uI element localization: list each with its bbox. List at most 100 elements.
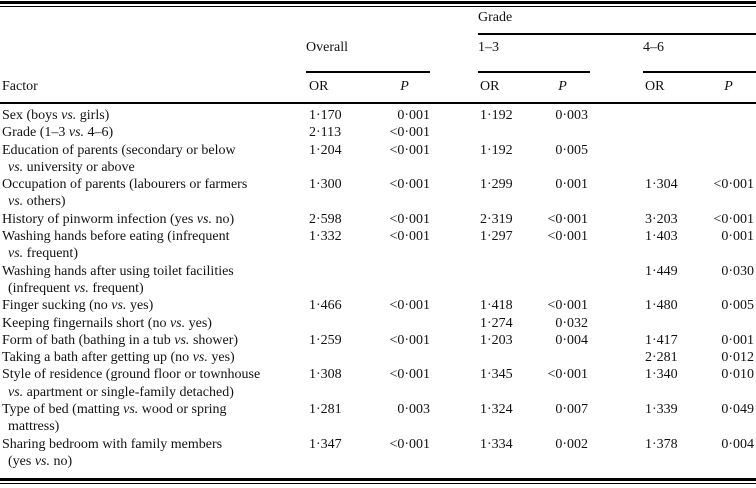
or-value-cell: 1·304 xyxy=(645,177,678,193)
factor-cell: Taking a bath after getting up (no vs. y… xyxy=(0,349,302,366)
or-value-cell: 1·204 xyxy=(309,142,342,158)
p-value-cell: <0·001 xyxy=(389,367,430,383)
table-row: Sex (boys vs. girls) 1·170 0·001 1·192 0·003 xyxy=(0,103,756,124)
or-value-cell: 1·345 xyxy=(480,367,513,383)
or-value-cell: 1·418 xyxy=(480,298,513,314)
factor-cell: Occupation of parents (labourers or farm… xyxy=(0,176,302,211)
results-table: Grade Overall 1–3 4–6 xyxy=(0,7,756,470)
grade-1-3-p-column-header: P xyxy=(535,73,590,104)
p-value-cell: <0·001 xyxy=(389,142,430,158)
grade-1-3-group-rule: 1–3 xyxy=(478,41,590,73)
or-value-cell: 1·297 xyxy=(480,229,513,245)
p-value-cell: <0·001 xyxy=(547,298,588,314)
factor-cell: Washing hands before eating (infrequent v… xyxy=(0,228,302,263)
grade-4-6-or-column-header: OR xyxy=(590,73,701,104)
grade-4-6-group-rule: 4–6 xyxy=(643,41,756,73)
p-value-cell: <0·001 xyxy=(713,177,755,193)
p-value-cell: 0·001 xyxy=(397,108,430,123)
p-value-cell xyxy=(377,349,432,366)
factor-cell: Keeping fingernails short (no vs. yes) xyxy=(0,315,302,332)
p-value-cell: 0·049 xyxy=(721,402,755,418)
p-value-cell xyxy=(535,349,590,366)
p-value-cell: <0·001 xyxy=(389,211,430,227)
or-value-cell: 1·274 xyxy=(480,315,513,331)
factor-cell: Education of parents (secondary or below… xyxy=(0,142,302,177)
or-value-cell: 3·203 xyxy=(645,211,678,227)
p-value-cell: 0·012 xyxy=(721,350,755,366)
or-value-cell: 1·300 xyxy=(309,177,342,193)
table-row: Washing hands before eating (infrequent v… xyxy=(0,228,756,263)
or-value-cell: 1·480 xyxy=(645,298,678,314)
p-value-cell: <0·001 xyxy=(547,367,588,383)
p-header-label: P xyxy=(400,79,409,94)
or-value-cell: 1·203 xyxy=(480,332,513,348)
p-value-cell: 0·003 xyxy=(397,402,430,418)
p-header-label: P xyxy=(724,79,733,94)
p-value-cell: 0·005 xyxy=(721,298,755,314)
p-value-cell: <0·001 xyxy=(389,229,430,245)
factor-line: vs. others) xyxy=(8,194,66,210)
or-value-cell: 2·281 xyxy=(645,350,678,366)
header-row-grade: Grade xyxy=(0,7,756,35)
p-value-cell xyxy=(701,315,756,332)
p-value-cell xyxy=(701,103,756,124)
table-row: Washing hands after using toilet facilit… xyxy=(0,263,756,298)
factor-line: Occupation of parents (labourers or farm… xyxy=(2,177,248,193)
factor-line: Taking a bath after getting up (no vs. y… xyxy=(2,350,235,366)
overall-group-label: Overall xyxy=(306,40,348,55)
or-value-cell: 2·598 xyxy=(309,211,342,227)
or-value-cell: 1·299 xyxy=(480,177,513,193)
or-value-cell: 1·403 xyxy=(645,229,678,245)
grade-group-rule: Grade xyxy=(478,11,756,35)
grade-4-6-group-label: 4–6 xyxy=(643,40,664,55)
grade-group-header: Grade xyxy=(432,7,756,35)
p-value-cell: 0·032 xyxy=(555,315,588,331)
or-value-cell: 1·466 xyxy=(309,298,342,314)
factor-line: Grade (1–3 vs. 4–6) xyxy=(2,125,114,141)
or-value-cell: 1·340 xyxy=(645,367,678,383)
grade-4-6-group-header: 4–6 xyxy=(590,35,756,73)
or-value-cell: 2·113 xyxy=(309,125,342,141)
overall-group-rule: Overall xyxy=(306,41,430,73)
overall-group-header: Overall xyxy=(302,35,432,73)
factor-line: vs. frequent) xyxy=(8,246,78,262)
table-row: Style of residence (ground floor or town… xyxy=(0,366,756,401)
or-value-cell: 1·192 xyxy=(480,142,513,158)
factor-line: History of pinworm infection (yes vs. no… xyxy=(2,211,235,227)
or-value-cell: 1·334 xyxy=(480,436,513,452)
factor-cell: Finger sucking (no vs. yes) xyxy=(0,297,302,314)
p-value-cell: 0·001 xyxy=(721,229,755,245)
p-value-cell xyxy=(377,263,432,298)
factor-line: Finger sucking (no vs. yes) xyxy=(2,298,154,314)
or-value-cell: 1·170 xyxy=(309,108,342,123)
p-value-cell: 0·001 xyxy=(555,177,588,193)
p-value-cell: <0·001 xyxy=(389,177,430,193)
bottom-rule-gap xyxy=(0,481,756,484)
factor-line: Washing hands before eating (infrequent xyxy=(2,229,230,245)
factor-line: Form of bath (bathing in a tub vs. showe… xyxy=(2,332,239,348)
or-value-cell: 1·449 xyxy=(645,263,678,279)
or-value-cell: 1·308 xyxy=(309,367,342,383)
top-rule-thin xyxy=(0,6,756,7)
overall-or-column-header: OR xyxy=(302,73,377,104)
grade-group-label: Grade xyxy=(478,10,513,25)
table-row: Taking a bath after getting up (no vs. y… xyxy=(0,349,756,366)
header-spacer xyxy=(0,35,302,73)
factor-line: Type of bed (matting vs. wood or spring xyxy=(2,402,227,418)
p-value-cell: 0·007 xyxy=(555,402,588,418)
or-value-cell: 1·339 xyxy=(645,402,678,418)
table-row: Occupation of parents (labourers or farm… xyxy=(0,176,756,211)
factor-line: Style of residence (ground floor or town… xyxy=(2,367,261,383)
table-header: Grade Overall 1–3 4–6 xyxy=(0,7,756,104)
table-row: Sharing bedroom with family members (yes … xyxy=(0,436,756,471)
p-value-cell xyxy=(377,315,432,332)
bottom-rule-thick xyxy=(0,478,756,482)
or-value-cell xyxy=(590,142,701,177)
factor-line: Education of parents (secondary or below xyxy=(2,142,236,158)
p-value-cell xyxy=(701,124,756,141)
factor-line: vs. apartment or single-family detached) xyxy=(8,384,234,400)
p-value-cell: 0·002 xyxy=(555,436,588,452)
table-row: Type of bed (matting vs. wood or spring m… xyxy=(0,401,756,436)
factor-cell: Sex (boys vs. girls) xyxy=(0,103,302,124)
